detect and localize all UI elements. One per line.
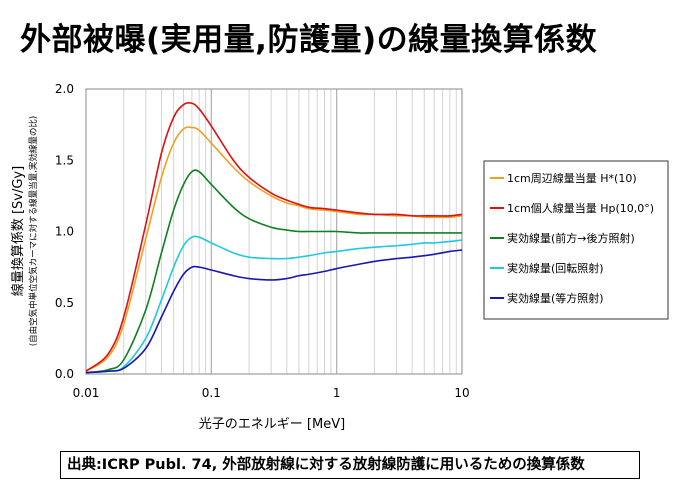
grid-lines: [85, 89, 463, 374]
x-tick-label: 10: [454, 386, 469, 400]
y-tick-label: 0.0: [55, 367, 74, 381]
y-axis-label: 線量換算係数 [Sv/Gy]: [10, 166, 26, 296]
y-tick-labels: 0.0 0.5 1.0 1.5 2.0: [55, 82, 74, 381]
source-citation: 出典:ICRP Publ. 74, 外部放射線に対する放射線防護に用いるための換…: [60, 451, 640, 479]
series-line-5: [85, 249, 463, 374]
series-lines: [85, 101, 463, 374]
page-title: 外部被曝(実用量,防護量)の線量換算係数: [20, 22, 598, 58]
x-tick-label: 0.1: [202, 386, 221, 400]
legend-entry: 1cm個人線量当量 Hp(10,0°): [507, 201, 654, 215]
legend-entry: 実効線量(等方照射): [507, 291, 604, 305]
y-axis-sublabel: (自由空気中単位空気カーマに対する線量当量,実効線量の比): [28, 116, 39, 346]
y-tick-label: 0.5: [55, 296, 74, 310]
x-axis-label: 光子のエネルギー [MeV]: [199, 417, 345, 432]
series-line-3: [85, 169, 462, 374]
series-line-2: [85, 101, 463, 372]
y-tick-label: 1.0: [55, 225, 74, 239]
y-tick-label: 2.0: [55, 82, 74, 96]
legend-entry: 実効線量(回転照射): [507, 261, 604, 275]
y-tick-label: 1.5: [55, 153, 74, 167]
legend: 1cm周辺線量当量 H*(10) 1cm個人線量当量 Hp(10,0°) 実効線量(…: [483, 160, 669, 320]
series-line-1: [85, 126, 463, 372]
x-tick-label: 1: [333, 386, 341, 400]
plot-frame: [85, 88, 463, 375]
x-tick-label: 0.01: [73, 386, 100, 400]
legend-box: [483, 160, 669, 320]
legend-entry: 実効線量(前方→後方照射): [507, 231, 635, 245]
series-line-4: [85, 235, 463, 374]
x-tick-labels: 0.01 0.1 1 10: [73, 386, 470, 400]
legend-entry: 1cm周辺線量当量 H*(10): [507, 171, 637, 185]
